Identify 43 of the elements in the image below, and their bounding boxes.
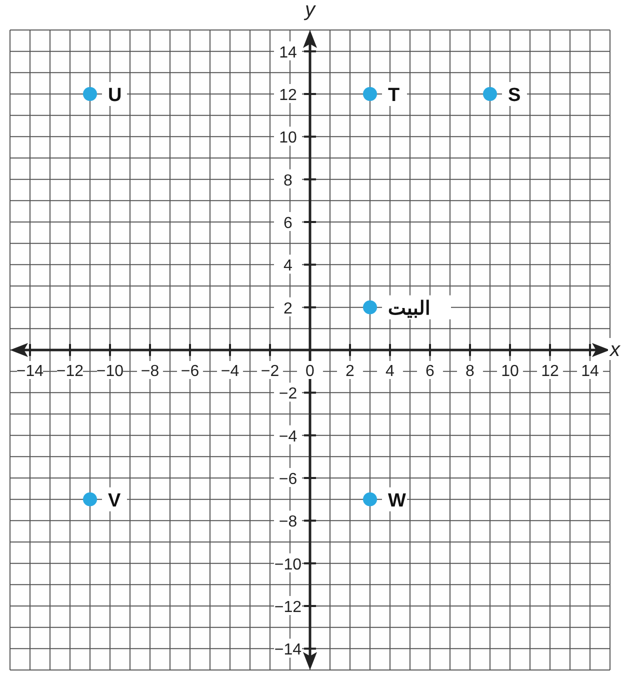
- x-tick-label: −12: [56, 363, 84, 380]
- x-tick-label: −8: [140, 363, 160, 380]
- x-tick-label: −6: [180, 363, 200, 380]
- annotation: S: [508, 85, 521, 106]
- point: [363, 492, 377, 506]
- x-tick-label: 8: [466, 363, 475, 380]
- annotation: U: [108, 85, 122, 106]
- point: [83, 492, 97, 506]
- y-tick-label: 12: [279, 87, 297, 104]
- y-tick-label: −10: [274, 556, 302, 574]
- y-tick-label: −8: [278, 514, 298, 531]
- point: [363, 300, 377, 314]
- y-tick-label: −12: [274, 599, 302, 616]
- y-tick-label: 6: [284, 215, 293, 232]
- point: [363, 87, 377, 101]
- annotation: T: [388, 85, 400, 106]
- point: [483, 87, 497, 101]
- x-tick-label: −14: [16, 363, 44, 380]
- annotation: V: [108, 490, 121, 512]
- x-tick-label: 4: [386, 363, 395, 380]
- annotation: W: [388, 490, 406, 512]
- annotation: البيت: [388, 298, 430, 320]
- x-tick-label: 6: [426, 363, 435, 380]
- y-tick-label: 14: [279, 44, 297, 62]
- x-tick-label: 12: [541, 363, 559, 380]
- y-tick-label: 10: [279, 130, 297, 147]
- y-axis-title: y: [303, 0, 316, 21]
- x-tick-label: −10: [96, 363, 124, 380]
- y-tick-label: −2: [278, 386, 298, 403]
- x-tick-label: 2: [346, 363, 355, 380]
- y-tick-label: −14: [274, 642, 302, 659]
- x-tick-label: −2: [260, 363, 280, 380]
- x-tick-label: −4: [220, 363, 240, 380]
- x-tick-label: 0: [306, 363, 315, 380]
- y-tick-label: 2: [284, 300, 293, 318]
- x-tick-label: 10: [501, 363, 519, 380]
- y-tick-label: −6: [278, 471, 298, 488]
- point: [83, 87, 97, 101]
- x-tick-label: 14: [581, 363, 599, 380]
- x-axis-title: x: [609, 339, 621, 361]
- y-tick-label: 4: [284, 258, 293, 275]
- y-tick-label: 8: [284, 172, 293, 190]
- y-tick-label: −4: [278, 428, 298, 446]
